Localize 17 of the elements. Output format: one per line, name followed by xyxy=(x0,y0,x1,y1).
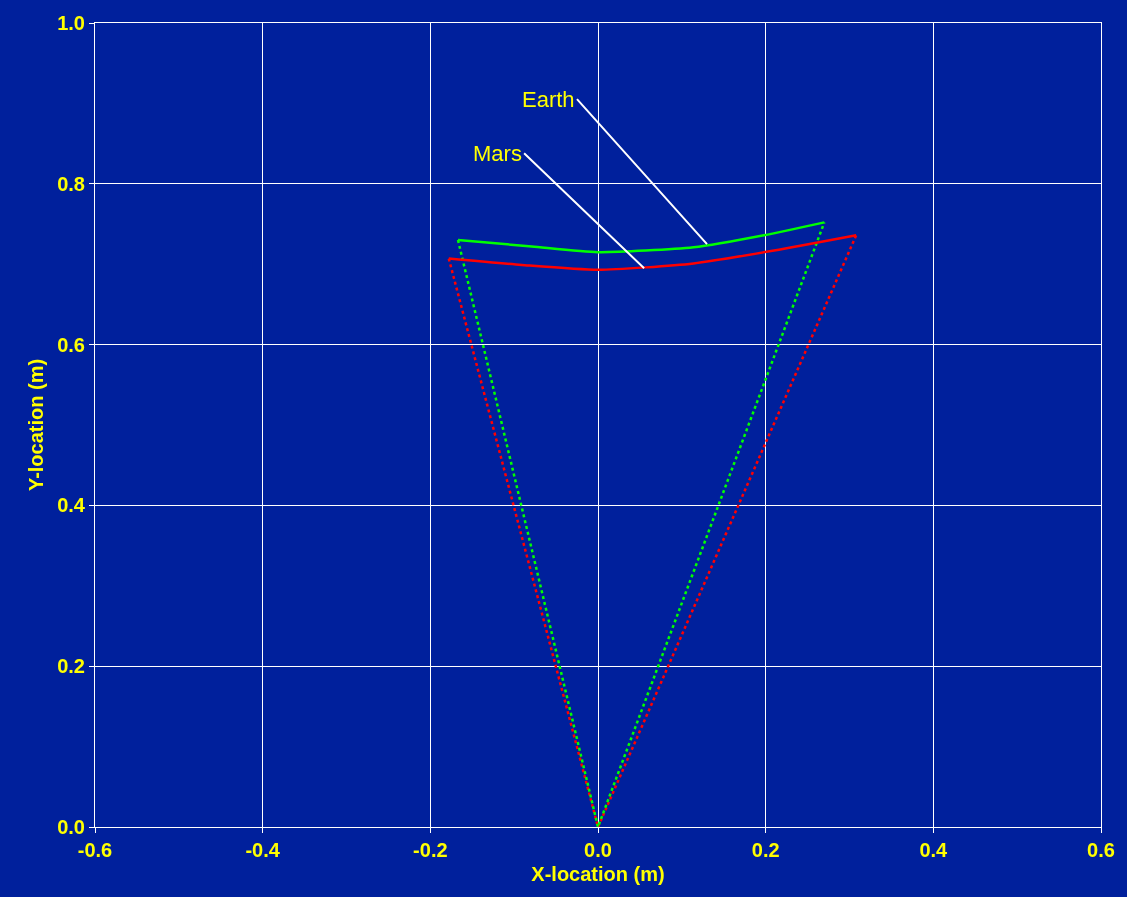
x-tick-label: -0.2 xyxy=(413,839,448,861)
y-tick-label: 0.4 xyxy=(57,494,86,517)
x-tick-label: 0.2 xyxy=(751,839,780,861)
x-tick-label: -0.6 xyxy=(77,839,113,861)
y-tick-label: 0.0 xyxy=(57,816,85,838)
annotation: Earth xyxy=(522,87,575,112)
y-tick-label: 0.8 xyxy=(57,172,85,195)
x-tick-label: 0.6 xyxy=(1087,839,1115,861)
y-tick-label: 1.0 xyxy=(57,12,85,34)
x-tick-label: 0.0 xyxy=(584,839,612,861)
y-axis-title: Y-location (m) xyxy=(24,358,47,492)
x-axis-title: X-location (m) xyxy=(531,862,665,885)
y-tick-label: 0.6 xyxy=(57,333,85,356)
y-tick-label: 0.2 xyxy=(57,655,85,678)
x-tick-label: -0.4 xyxy=(245,839,281,861)
annotation: Mars xyxy=(473,141,522,166)
x-tick-label: 0.4 xyxy=(919,839,949,861)
